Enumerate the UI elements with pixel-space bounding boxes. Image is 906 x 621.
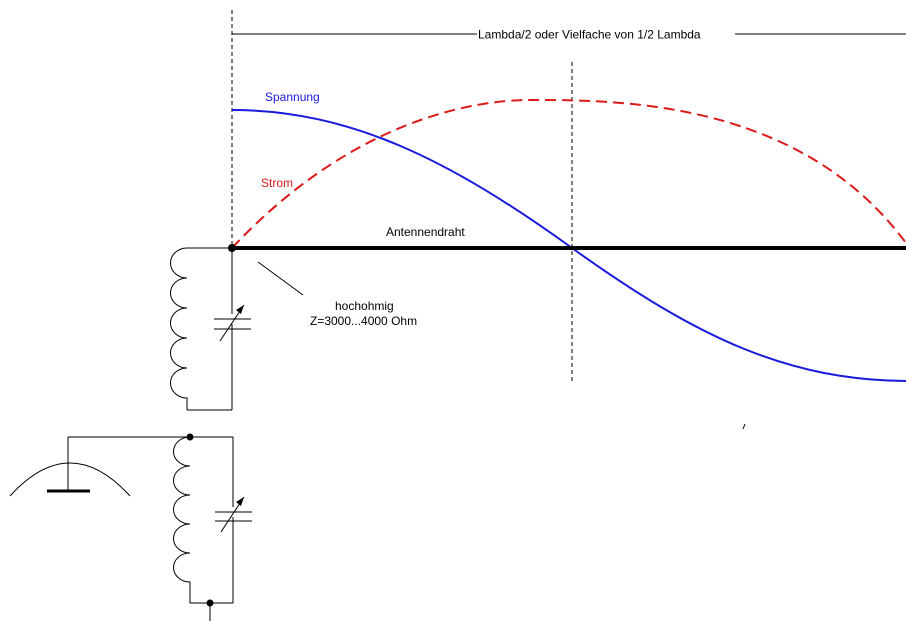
stray-mark bbox=[742, 423, 746, 430]
dish-antenna-icon bbox=[9, 436, 190, 497]
impedance-pointer bbox=[257, 261, 304, 296]
voltage-label: Spannung bbox=[265, 90, 320, 104]
wavelength-label: Lambda/2 oder Vielfache von 1/2 Lambda bbox=[478, 28, 701, 42]
impedance-label-1: hochohmig bbox=[335, 299, 394, 313]
antenna-wire-label: Antennendraht bbox=[386, 225, 465, 239]
variable-capacitor-icon bbox=[213, 496, 253, 533]
current-label: Strom bbox=[261, 176, 293, 190]
impedance-label-2: Z=3000...4000 Ohm bbox=[310, 314, 417, 328]
variable-capacitor-icon bbox=[212, 304, 252, 342]
inductor-icon bbox=[173, 436, 210, 604]
current-curve bbox=[231, 98, 906, 249]
lower-tank-circuit bbox=[173, 433, 253, 621]
wavelength-label-background bbox=[477, 27, 702, 42]
voltage-curve bbox=[231, 109, 906, 382]
inductor-icon bbox=[170, 247, 197, 410]
upper-tank-circuit bbox=[170, 247, 252, 411]
